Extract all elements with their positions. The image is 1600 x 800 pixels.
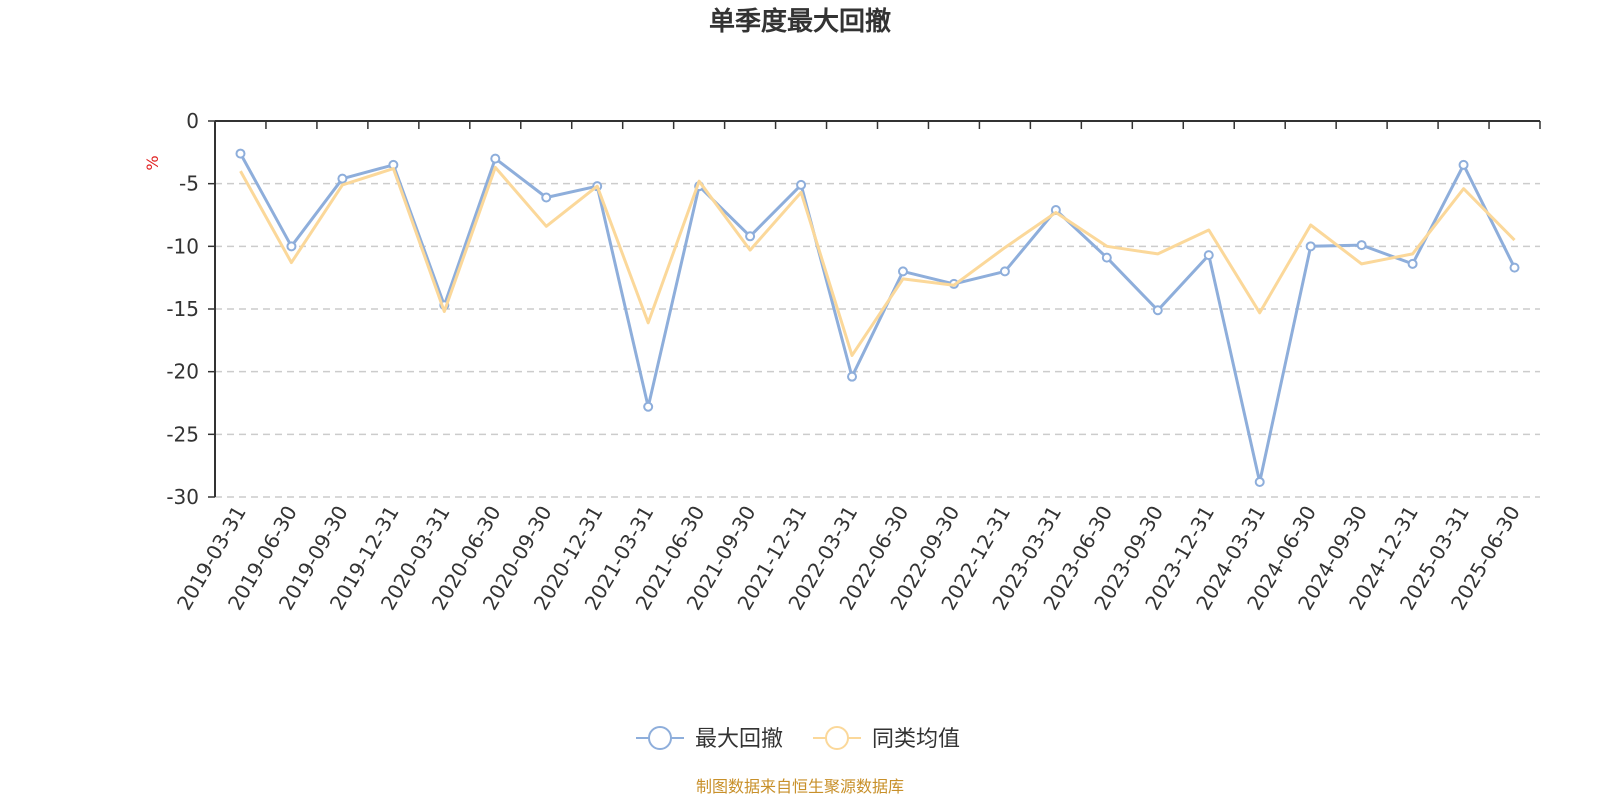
y-tick-label: -10 [166, 234, 199, 258]
legend-label: 最大回撤 [695, 727, 783, 752]
y-tick-label: -25 [166, 422, 199, 446]
data-point [286, 241, 297, 252]
legend-item-1[interactable]: 最大回撤 [636, 726, 783, 752]
grid-lines [215, 182, 1540, 498]
legend-marker [825, 726, 849, 750]
data-point [1254, 476, 1265, 487]
y-tick-label: -30 [166, 485, 199, 509]
data-point [490, 153, 501, 164]
y-tick-label: -5 [179, 172, 199, 196]
data-point [1458, 159, 1469, 170]
data-point [745, 231, 756, 242]
data-point [337, 173, 348, 184]
y-tick-label: -20 [166, 360, 199, 384]
data-point [897, 266, 908, 277]
series-2 [239, 165, 1516, 357]
data-point [1356, 240, 1367, 251]
data-point [1152, 305, 1163, 316]
data-point [643, 401, 654, 412]
legend-label: 同类均值 [872, 727, 960, 752]
data-point [1101, 252, 1112, 263]
data-point [1407, 258, 1418, 269]
data-point [1305, 241, 1316, 252]
legend-marker [648, 726, 672, 750]
data-point [999, 266, 1010, 277]
data-point [796, 179, 807, 190]
data-source-note: 制图数据来自恒生聚源数据库 [696, 777, 904, 796]
data-point [235, 148, 246, 159]
axes: 0-5-10-15-20-25-302019-03-312019-06-3020… [166, 109, 1541, 614]
data-point [847, 371, 858, 382]
y-tick-label: -15 [166, 297, 199, 321]
chart-title: 单季度最大回撤 [709, 6, 891, 37]
data-point [1203, 250, 1214, 261]
series-line [239, 152, 1516, 484]
y-axis-unit: % [143, 155, 162, 170]
series-layer [235, 148, 1520, 487]
legend-item-2[interactable]: 同类均值 [813, 726, 960, 752]
legend[interactable]: 最大回撤 同类均值 [636, 726, 960, 752]
data-point [541, 192, 552, 203]
data-point [1509, 262, 1520, 273]
y-tick-label: 0 [186, 109, 199, 133]
series-line [239, 165, 1516, 357]
